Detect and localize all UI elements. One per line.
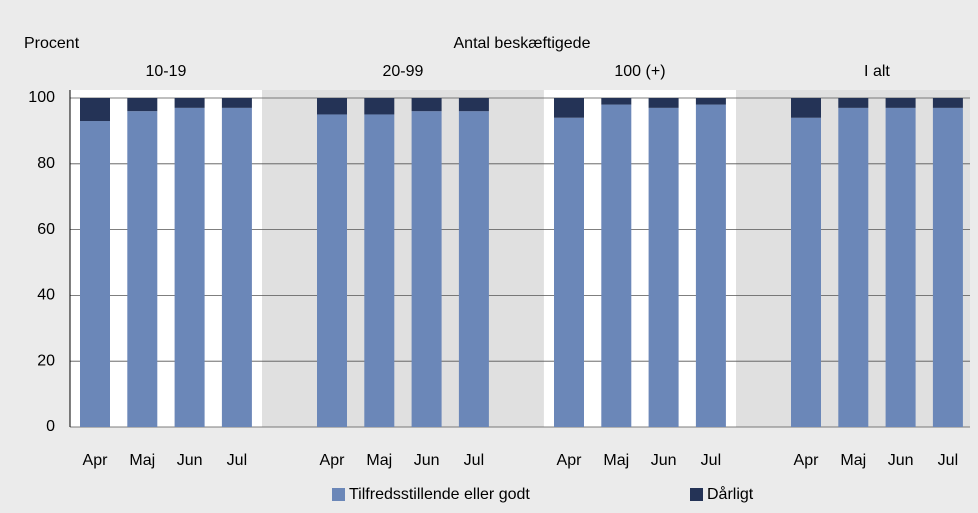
- bar-segment: [221, 107, 252, 428]
- x-tick-label: Jul: [227, 452, 247, 469]
- x-tick-label: Apr: [557, 452, 583, 469]
- y-tick-label: 80: [37, 155, 55, 172]
- x-tick-label: Apr: [320, 452, 346, 469]
- bar-segment: [317, 114, 347, 427]
- group-label: I alt: [864, 63, 890, 80]
- bar-segment: [885, 107, 916, 428]
- legend-label: Dårligt: [707, 485, 754, 503]
- y-tick-label: 0: [46, 418, 55, 435]
- x-tick-label: Jul: [938, 452, 958, 469]
- bar-segment: [838, 107, 869, 428]
- y-tick-label: 40: [37, 287, 55, 304]
- bar-segment: [885, 98, 916, 108]
- bar-segment: [127, 111, 158, 427]
- y-tick-label: 20: [37, 352, 55, 369]
- x-tick-label: Jun: [888, 452, 914, 469]
- legend-swatch: [690, 488, 703, 501]
- y-axis-label: Procent: [24, 35, 80, 52]
- x-tick-label: Apr: [83, 452, 109, 469]
- bar-segment: [791, 98, 821, 118]
- group-band: [262, 90, 544, 427]
- x-tick-label: Maj: [129, 452, 155, 469]
- legend-label: Tilfredsstillende eller godt: [349, 486, 530, 503]
- bar-segment: [317, 98, 347, 115]
- bar-segment: [554, 117, 584, 428]
- x-tick-label: Apr: [794, 452, 820, 469]
- bar-segment: [411, 98, 442, 112]
- bar-segment: [695, 104, 726, 427]
- x-tick-label: Jul: [701, 452, 721, 469]
- bar-segment: [364, 98, 395, 115]
- bar-segment: [838, 98, 869, 108]
- x-tick-label: Jun: [414, 452, 440, 469]
- bar-segment: [791, 117, 821, 428]
- chart-title: Antal beskæftigede: [454, 35, 591, 52]
- bar-segment: [221, 98, 252, 108]
- x-tick-label: Jun: [177, 452, 203, 469]
- bar-segment: [458, 98, 489, 112]
- group-label: 20-99: [382, 63, 423, 80]
- bar-segment: [80, 121, 110, 427]
- group-label: 100 (+): [614, 63, 665, 80]
- bar-segment: [127, 98, 158, 112]
- bar-segment: [601, 98, 632, 105]
- y-tick-label: 60: [37, 221, 55, 238]
- x-tick-label: Maj: [366, 452, 392, 469]
- bar-segment: [458, 111, 489, 427]
- x-tick-label: Maj: [603, 452, 629, 469]
- bar-segment: [648, 98, 679, 108]
- bar-segment: [174, 107, 205, 428]
- x-tick-label: Maj: [840, 452, 866, 469]
- bar-segment: [648, 107, 679, 428]
- bar-segment: [364, 114, 395, 427]
- bar-segment: [174, 98, 205, 108]
- y-tick-label: 100: [28, 89, 55, 106]
- bar-segment: [411, 111, 442, 427]
- x-tick-label: Jun: [651, 452, 677, 469]
- bar-segment: [80, 98, 110, 122]
- bar-segment: [695, 98, 726, 105]
- legend-swatch: [332, 488, 345, 501]
- group-label: 10-19: [145, 63, 186, 80]
- bar-segment: [554, 98, 584, 118]
- x-tick-label: Jul: [464, 452, 484, 469]
- bar-segment: [932, 98, 963, 108]
- bar-segment: [932, 107, 963, 428]
- bar-segment: [601, 104, 632, 427]
